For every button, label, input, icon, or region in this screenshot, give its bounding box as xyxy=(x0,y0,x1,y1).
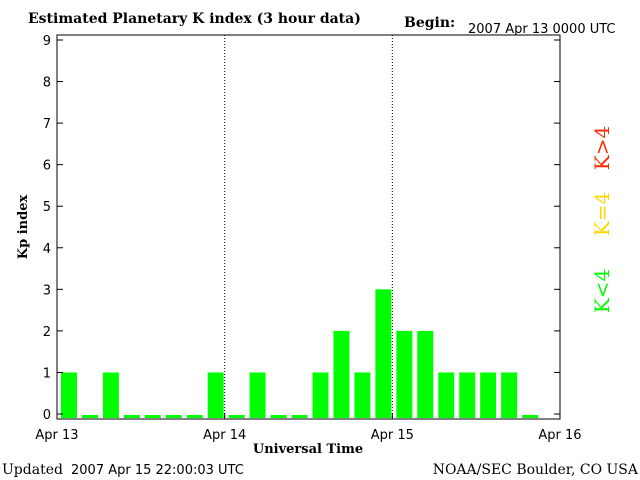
kp-bar xyxy=(165,415,182,418)
credit-text: NOAA/SEC Boulder, CO USA xyxy=(433,462,639,478)
kp-bar xyxy=(81,415,98,418)
kp-bar xyxy=(480,372,497,418)
kp-bar xyxy=(249,372,266,418)
kp-bar xyxy=(144,415,161,418)
x-tick-label: Apr 14 xyxy=(203,428,246,443)
y-tick-label: 6 xyxy=(43,159,51,174)
x-tick-label: Apr 13 xyxy=(35,428,78,443)
y-tick-label: 8 xyxy=(43,76,51,91)
plot-area: 0 1 2 3 4 5 6 7 8 9 Apr 13 Apr 14 Apr 15 Apr 16 xyxy=(35,34,581,443)
kp-bar xyxy=(270,415,287,418)
updated-label: Updated xyxy=(2,462,63,478)
y-tick-label: 0 xyxy=(43,408,51,423)
y-tick-label: 2 xyxy=(43,325,51,340)
x-axis-label: Universal Time xyxy=(253,442,363,457)
kp-bar xyxy=(186,415,203,418)
y-tick-label: 3 xyxy=(43,283,51,298)
begin-value: 2007 Apr 13 0000 UTC xyxy=(468,22,616,37)
y-axis-ticks: 0 1 2 3 4 5 6 7 8 9 xyxy=(43,34,560,423)
x-tick-label: Apr 15 xyxy=(371,428,414,443)
kp-bar xyxy=(522,415,539,418)
legend-k-less-4: K<4 xyxy=(590,269,614,313)
kp-bar xyxy=(417,330,434,418)
kp-bar xyxy=(438,372,455,418)
begin-label: Begin: xyxy=(404,15,455,31)
day-dividers xyxy=(224,35,393,419)
kp-bar xyxy=(291,415,308,418)
kp-bar xyxy=(333,330,350,418)
bar-series xyxy=(61,289,539,418)
kp-bar xyxy=(123,415,140,418)
y-axis-label: Kp index xyxy=(16,195,31,260)
y-tick-label: 4 xyxy=(43,242,51,257)
y-tick-label: 5 xyxy=(43,200,51,215)
plot-frame xyxy=(56,34,561,420)
x-axis-ticks: Apr 13 Apr 14 Apr 15 Apr 16 xyxy=(35,413,582,443)
legend-k-greater-4: K>4 xyxy=(590,126,614,170)
kp-bar xyxy=(61,372,77,418)
legend: K<4 K=4 K>4 xyxy=(590,126,614,313)
legend-k-equal-4: K=4 xyxy=(590,192,614,236)
kp-bar xyxy=(312,372,329,418)
y-tick-label: 9 xyxy=(43,34,51,49)
chart-title: Estimated Planetary K index (3 hour data… xyxy=(28,11,361,27)
updated-value: 2007 Apr 15 22:00:03 UTC xyxy=(71,463,244,478)
kp-bar xyxy=(501,372,518,418)
x-tick-label: Apr 16 xyxy=(538,428,581,443)
kp-bar xyxy=(228,415,245,418)
kp-bar xyxy=(102,372,119,418)
y-tick-label: 1 xyxy=(43,366,51,381)
kp-bar xyxy=(354,372,371,418)
kp-bar xyxy=(207,372,224,418)
y-tick-label: 7 xyxy=(43,117,51,132)
kp-bar xyxy=(459,372,476,418)
kp-bar xyxy=(375,289,392,418)
kp-bar xyxy=(396,330,413,418)
